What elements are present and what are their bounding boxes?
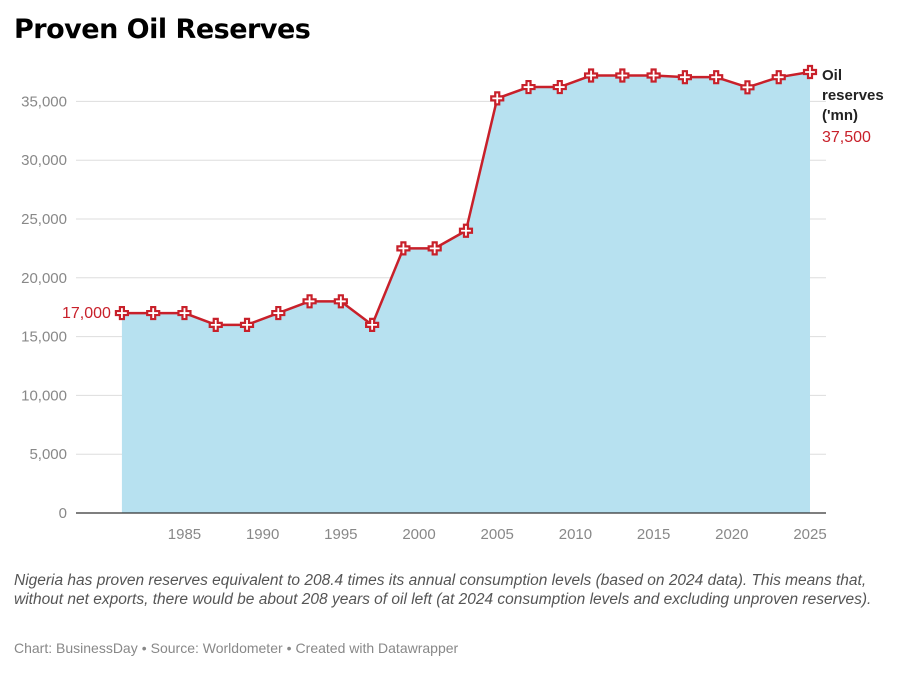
- chart-note: Nigeria has proven reserves equivalent t…: [14, 572, 872, 608]
- data-point: [490, 91, 505, 106]
- end-labels: Oil reserves ('mn) 37,500: [822, 67, 884, 146]
- data-point: [677, 70, 692, 85]
- area-chart: 0 5,000 10,000 15,000 20,000 25,000 30,000 35,0…: [21, 64, 884, 543]
- data-point: [333, 294, 348, 309]
- y-tick-label: 5,000: [29, 446, 67, 463]
- credit-source: Source: Worldometer: [150, 640, 283, 656]
- data-point: [458, 223, 474, 238]
- x-tick-label: 2020: [715, 526, 748, 543]
- y-tick-label: 0: [59, 505, 67, 522]
- data-point: [365, 317, 380, 332]
- credit-tool: Created with Datawrapper: [295, 640, 459, 656]
- y-axis-ticks: 0 5,000 10,000 15,000 20,000 25,000 30,000 35,0…: [21, 93, 67, 522]
- x-tick-label: 2015: [637, 526, 670, 543]
- data-point: [396, 241, 411, 256]
- y-tick-label: 10,000: [21, 387, 67, 404]
- data-point: [802, 64, 818, 80]
- end-value-label: 37,500: [822, 129, 871, 146]
- data-point: [646, 68, 661, 83]
- data-point: [583, 68, 599, 83]
- x-tick-label: 2010: [559, 526, 592, 543]
- data-point: [709, 70, 724, 85]
- start-value-label: 17,000: [62, 305, 111, 322]
- data-point: [239, 317, 255, 332]
- data-point: [521, 79, 536, 95]
- area-fill: [121, 72, 810, 513]
- data-markers: [114, 64, 818, 332]
- data-point: [552, 79, 567, 95]
- x-tick-label: 1995: [324, 526, 357, 543]
- data-point: [271, 305, 286, 321]
- data-point: [427, 241, 442, 256]
- x-tick-label: 1985: [168, 526, 201, 543]
- data-point: [740, 80, 755, 95]
- x-tick-label: 2005: [481, 526, 514, 543]
- series-label-line: reserves: [822, 87, 884, 104]
- y-tick-label: 25,000: [21, 211, 67, 228]
- y-tick-label: 30,000: [21, 152, 67, 169]
- chart-title: Proven Oil Reserves: [14, 14, 311, 45]
- y-tick-label: 35,000: [21, 93, 67, 110]
- data-point: [615, 68, 630, 83]
- data-point: [302, 294, 317, 309]
- x-tick-label: 2000: [402, 526, 435, 543]
- data-point: [208, 317, 223, 332]
- data-point: [771, 70, 786, 85]
- credit-separator: •: [286, 640, 292, 656]
- y-tick-label: 20,000: [21, 270, 67, 287]
- credits-line: Chart: BusinessDay • Source: Worldometer • C…: [14, 640, 458, 656]
- x-tick-label: 1990: [246, 526, 279, 543]
- y-tick-label: 15,000: [21, 329, 67, 346]
- x-tick-label: 2025: [793, 526, 826, 543]
- series-label-line: ('mn): [822, 107, 858, 124]
- data-point: [114, 305, 130, 321]
- data-point: [146, 305, 161, 321]
- credit-chart: Chart: BusinessDay: [14, 640, 138, 656]
- data-point: [177, 305, 192, 321]
- x-axis-ticks: 1985 1990 1995 2000 2005 2010 2015 2020 2025: [168, 526, 827, 543]
- series-label-line: Oil: [822, 67, 842, 84]
- credit-separator: •: [141, 640, 147, 656]
